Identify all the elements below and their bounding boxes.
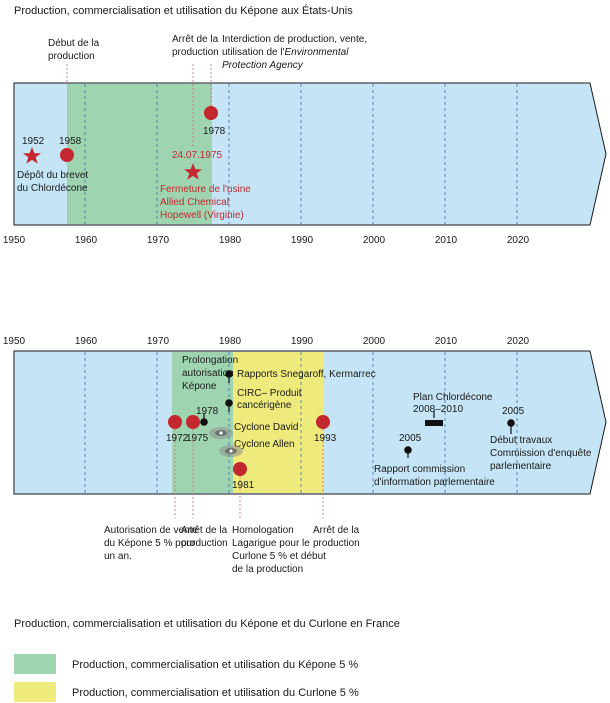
brevet-star-marker bbox=[23, 147, 41, 164]
france-year-1981: 1981 bbox=[232, 480, 255, 491]
svg-text:2000: 2000 bbox=[363, 235, 386, 246]
france-year-2005-b: 2005 bbox=[502, 406, 525, 417]
usa-date-1975: 24.07.1975 bbox=[172, 150, 222, 161]
usa-year-1952: 1952 bbox=[22, 136, 45, 147]
france-year-1978: 1978 bbox=[196, 406, 219, 417]
usa-debut-production-label: Début de la production bbox=[48, 38, 102, 62]
circ-label: CIRC– Produit cancérigène bbox=[237, 388, 304, 411]
cyclone-allen-label: Cyclone Allen bbox=[234, 439, 295, 450]
usa-depot-brevet-label: Dépôt du brevet du Chlordécone bbox=[17, 170, 91, 194]
fermeture-star-marker bbox=[184, 163, 202, 180]
marker-1975 bbox=[186, 415, 200, 429]
france-year-1975: 1975 bbox=[186, 433, 209, 444]
svg-text:1980: 1980 bbox=[219, 235, 242, 246]
cyclone-david-icon bbox=[209, 427, 233, 439]
svg-text:1960: 1960 bbox=[75, 235, 98, 246]
production-start-marker bbox=[60, 148, 74, 162]
rapports-label: Rapports Snegaroff, Kermarrec bbox=[237, 369, 376, 380]
svg-text:1950: 1950 bbox=[3, 235, 26, 246]
homologation-label: Homologation Lagarigue pour le Curlone 5… bbox=[232, 525, 329, 575]
france-axis-year-labels: 1950 1960 1970 1980 1990 2000 2010 2020 bbox=[3, 336, 530, 347]
usa-year-1978: 1978 bbox=[203, 126, 226, 137]
svg-text:2000: 2000 bbox=[363, 336, 386, 347]
plan-chlordecone-label: Plan Chlordécone 2008–2010 bbox=[413, 392, 495, 415]
usa-kepone-production-band bbox=[67, 84, 212, 224]
dot-debut-travaux bbox=[507, 419, 515, 427]
legend-curlone-label: Production, commercialisation et utilisa… bbox=[72, 687, 359, 699]
legend-kepone-swatch bbox=[14, 654, 56, 674]
svg-text:2020: 2020 bbox=[507, 235, 530, 246]
cyclone-david-label: Cyclone David bbox=[234, 422, 298, 433]
arret-1975-label: Arrêt de la production bbox=[181, 525, 230, 549]
svg-text:1970: 1970 bbox=[147, 336, 170, 347]
usa-fermeture-label: Fermeture de l'usine Allied Chemical Hop… bbox=[160, 184, 254, 221]
dot-rapport-commission-2005 bbox=[404, 446, 412, 454]
debut-travaux-label: Début travaux Commission d'enquête parle… bbox=[490, 435, 594, 472]
arret-1993-label: Arrêt de la production bbox=[313, 525, 362, 549]
france-curlone-band bbox=[233, 352, 323, 493]
rapport-commission-label: Rapport commission d'information parleme… bbox=[374, 464, 495, 488]
marker-1972 bbox=[168, 415, 182, 429]
legend-curlone-swatch bbox=[14, 682, 56, 702]
prolongation-label: Prolongation autorisation Képone bbox=[182, 355, 241, 392]
dot-circ bbox=[225, 399, 233, 407]
usa-year-1958: 1958 bbox=[59, 136, 82, 147]
france-year-1993: 1993 bbox=[314, 433, 337, 444]
marker-1993 bbox=[316, 415, 330, 429]
svg-text:1990: 1990 bbox=[291, 235, 314, 246]
usa-grid-lines bbox=[84, 84, 518, 224]
usa-arret-production-label: Arrêt de la production bbox=[172, 34, 221, 58]
cyclone-allen-icon bbox=[219, 445, 243, 457]
svg-text:1950: 1950 bbox=[3, 336, 26, 347]
dot-rapports bbox=[225, 370, 233, 378]
svg-text:2010: 2010 bbox=[435, 336, 458, 347]
usa-interdiction-label: Interdiction de production, vente, utili… bbox=[222, 34, 370, 71]
interdiction-marker bbox=[204, 106, 218, 120]
svg-text:1990: 1990 bbox=[291, 336, 314, 347]
france-title: Production, commercialisation et utilisa… bbox=[14, 618, 400, 630]
svg-text:1980: 1980 bbox=[219, 336, 242, 347]
svg-text:2020: 2020 bbox=[507, 336, 530, 347]
usa-title: Production, commercialisation et utilisa… bbox=[14, 4, 353, 17]
svg-text:1970: 1970 bbox=[147, 235, 170, 246]
svg-text:2010: 2010 bbox=[435, 235, 458, 246]
usa-axis-year-labels: 1950 1960 1970 1980 1990 2000 2010 2020 bbox=[3, 235, 530, 246]
svg-text:1960: 1960 bbox=[75, 336, 98, 347]
dot-prolongation-1978 bbox=[200, 418, 208, 426]
autorisation-vente-label: Autorisation de vente du Képone 5 % pour… bbox=[104, 525, 201, 562]
france-year-1972: 1972 bbox=[166, 433, 189, 444]
legend-kepone-label: Production, commercialisation et utilisa… bbox=[72, 659, 358, 671]
france-year-2005-a: 2005 bbox=[399, 433, 422, 444]
marker-1981 bbox=[233, 462, 247, 476]
plan-chlordecone-bar bbox=[425, 420, 443, 426]
